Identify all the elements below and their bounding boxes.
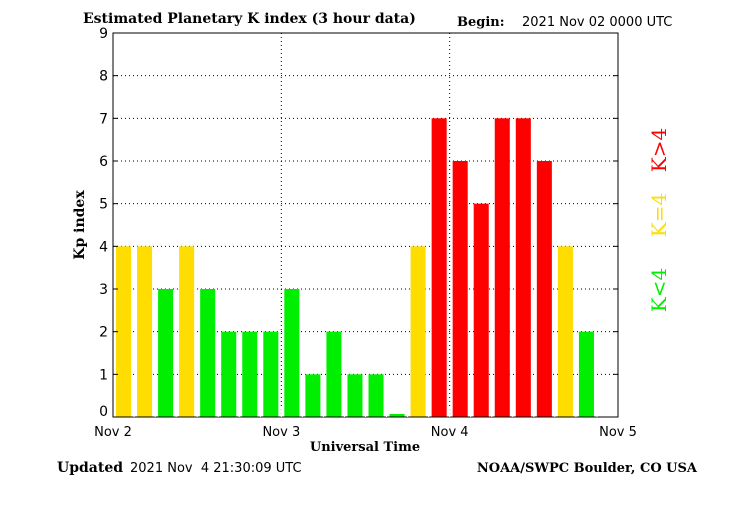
kp-bar [179, 246, 195, 417]
kp-bar [515, 118, 531, 417]
source-label: NOAA/SWPC Boulder, CO USA [477, 461, 698, 476]
y-tick-label: 9 [99, 26, 108, 42]
kp-bar [116, 246, 132, 417]
kp-bar [578, 331, 594, 417]
updated-value: 2021 Nov 4 21:30:09 UTC [130, 461, 302, 476]
y-ticks: 0 1 2 3 4 5 6 7 8 9 [99, 26, 618, 420]
kp-bar [368, 374, 384, 417]
kp-bar [263, 331, 279, 417]
kp-bar [494, 118, 510, 417]
x-tick-label: Nov 2 [94, 425, 132, 440]
y-tick-label: 8 [99, 69, 108, 85]
kp-bar [431, 118, 447, 417]
kp-bar [536, 161, 552, 417]
x-tick-label: Nov 3 [262, 425, 300, 440]
bars [116, 118, 594, 417]
kp-bar [557, 246, 573, 417]
legend-item: K>4 [647, 128, 671, 172]
legend-item: K<4 [647, 268, 671, 312]
begin-value: 2021 Nov 02 0000 UTC [522, 15, 672, 30]
x-ticks: Nov 2 Nov 3 Nov 4 Nov 5 [94, 409, 637, 440]
legend-item: K=4 [647, 193, 671, 237]
y-tick-label: 1 [99, 367, 108, 383]
y-tick-label: 5 [99, 197, 108, 213]
kp-bar [158, 289, 174, 417]
y-tick-label: 4 [99, 239, 108, 255]
kp-bar [473, 203, 489, 417]
kp-bar [326, 331, 342, 417]
chart-title: Estimated Planetary K index (3 hour data… [83, 11, 416, 27]
y-tick-label: 7 [99, 111, 108, 127]
kp-bar [200, 289, 216, 417]
kp-bar [137, 246, 153, 417]
grid [113, 33, 618, 417]
begin-label: Begin: [457, 15, 505, 30]
legend: K>4 K=4 K<4 [647, 128, 671, 312]
kp-bar [347, 374, 363, 417]
kp-bar [284, 289, 300, 417]
x-tick-label: Nov 5 [599, 425, 637, 440]
kp-bar [410, 246, 426, 417]
y-axis-label: Kp index [72, 190, 88, 260]
kp-bar [221, 331, 237, 417]
x-tick-label: Nov 4 [431, 425, 469, 440]
updated-label: Updated [57, 460, 123, 476]
kp-bar [242, 331, 258, 417]
kp-bar [452, 161, 468, 417]
y-tick-label: 3 [99, 282, 108, 298]
y-tick-label: 0 [99, 404, 108, 420]
kp-bar [305, 374, 321, 417]
y-tick-label: 2 [99, 325, 108, 341]
y-tick-label: 6 [99, 154, 108, 170]
x-axis-label: Universal Time [310, 440, 420, 455]
kp-bar [389, 414, 405, 417]
